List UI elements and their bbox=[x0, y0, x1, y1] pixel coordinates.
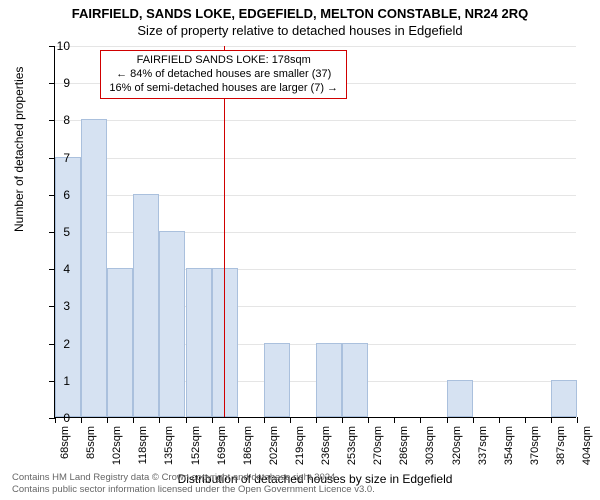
x-tick bbox=[133, 417, 134, 423]
chart-area: 68sqm85sqm102sqm118sqm135sqm152sqm169sqm… bbox=[54, 46, 576, 418]
annotation-line: FAIRFIELD SANDS LOKE: 178sqm bbox=[109, 54, 338, 68]
x-tick bbox=[499, 417, 500, 423]
x-tick bbox=[81, 417, 82, 423]
x-tick bbox=[159, 417, 160, 423]
x-tick bbox=[577, 417, 578, 423]
y-tick-label: 10 bbox=[30, 39, 70, 53]
y-tick-label: 2 bbox=[30, 337, 70, 351]
y-tick-label: 6 bbox=[30, 188, 70, 202]
histogram-bar bbox=[551, 380, 577, 417]
histogram-bar bbox=[107, 268, 133, 417]
x-tick bbox=[394, 417, 395, 423]
x-tick bbox=[551, 417, 552, 423]
x-tick bbox=[420, 417, 421, 423]
gridline bbox=[55, 120, 576, 121]
y-tick-label: 1 bbox=[30, 374, 70, 388]
x-tick-label: 118sqm bbox=[137, 426, 149, 470]
x-tick-label: 404sqm bbox=[581, 426, 593, 470]
x-tick bbox=[316, 417, 317, 423]
footer-attribution: Contains HM Land Registry data © Crown c… bbox=[12, 472, 375, 496]
y-tick-label: 3 bbox=[30, 299, 70, 313]
x-tick bbox=[212, 417, 213, 423]
x-tick bbox=[107, 417, 108, 423]
x-tick bbox=[342, 417, 343, 423]
footer-line-1: Contains HM Land Registry data © Crown c… bbox=[12, 472, 375, 484]
x-tick-label: 354sqm bbox=[503, 426, 515, 470]
annotation-line: ← 84% of detached houses are smaller (37… bbox=[109, 68, 338, 82]
x-tick bbox=[473, 417, 474, 423]
y-tick-label: 8 bbox=[30, 113, 70, 127]
x-tick-label: 202sqm bbox=[268, 426, 280, 470]
x-tick-label: 135sqm bbox=[163, 426, 175, 470]
chart-title-block: FAIRFIELD, SANDS LOKE, EDGEFIELD, MELTON… bbox=[0, 0, 600, 38]
footer-line-2: Contains public sector information licen… bbox=[12, 484, 375, 496]
histogram-bar bbox=[447, 380, 473, 417]
x-tick bbox=[238, 417, 239, 423]
x-tick bbox=[264, 417, 265, 423]
x-tick-label: 337sqm bbox=[477, 426, 489, 470]
property-marker-line bbox=[224, 46, 225, 417]
y-tick-label: 7 bbox=[30, 151, 70, 165]
x-tick-label: 253sqm bbox=[346, 426, 358, 470]
gridline bbox=[55, 158, 576, 159]
x-tick-label: 370sqm bbox=[529, 426, 541, 470]
x-tick-label: 219sqm bbox=[294, 426, 306, 470]
x-tick bbox=[525, 417, 526, 423]
plot-area: 68sqm85sqm102sqm118sqm135sqm152sqm169sqm… bbox=[54, 46, 576, 418]
y-axis-label: Number of detached properties bbox=[12, 67, 26, 232]
chart-address-title: FAIRFIELD, SANDS LOKE, EDGEFIELD, MELTON… bbox=[0, 6, 600, 21]
annotation-line: 16% of semi-detached houses are larger (… bbox=[109, 82, 338, 96]
x-tick-label: 303sqm bbox=[424, 426, 436, 470]
x-tick-label: 169sqm bbox=[216, 426, 228, 470]
x-tick-label: 152sqm bbox=[190, 426, 202, 470]
x-tick-label: 387sqm bbox=[555, 426, 567, 470]
histogram-bar bbox=[186, 268, 212, 417]
x-tick-label: 270sqm bbox=[372, 426, 384, 470]
histogram-bar bbox=[342, 343, 368, 417]
x-tick bbox=[368, 417, 369, 423]
y-tick-label: 0 bbox=[30, 411, 70, 425]
x-tick-label: 85sqm bbox=[85, 426, 97, 470]
property-annotation: FAIRFIELD SANDS LOKE: 178sqm← 84% of det… bbox=[100, 50, 347, 99]
x-tick-label: 186sqm bbox=[242, 426, 254, 470]
x-tick-label: 320sqm bbox=[451, 426, 463, 470]
y-tick-label: 4 bbox=[30, 262, 70, 276]
x-tick bbox=[186, 417, 187, 423]
x-tick-label: 68sqm bbox=[59, 426, 71, 470]
histogram-bar bbox=[81, 119, 107, 417]
histogram-bar bbox=[159, 231, 185, 417]
x-tick bbox=[447, 417, 448, 423]
y-tick-label: 5 bbox=[30, 225, 70, 239]
x-tick-label: 102sqm bbox=[111, 426, 123, 470]
x-tick bbox=[290, 417, 291, 423]
y-tick-label: 9 bbox=[30, 76, 70, 90]
x-tick-label: 236sqm bbox=[320, 426, 332, 470]
histogram-bar bbox=[316, 343, 342, 417]
x-tick-label: 286sqm bbox=[398, 426, 410, 470]
gridline bbox=[55, 46, 576, 47]
histogram-bar bbox=[264, 343, 290, 417]
chart-subtitle: Size of property relative to detached ho… bbox=[0, 23, 600, 38]
histogram-bar bbox=[133, 194, 159, 417]
